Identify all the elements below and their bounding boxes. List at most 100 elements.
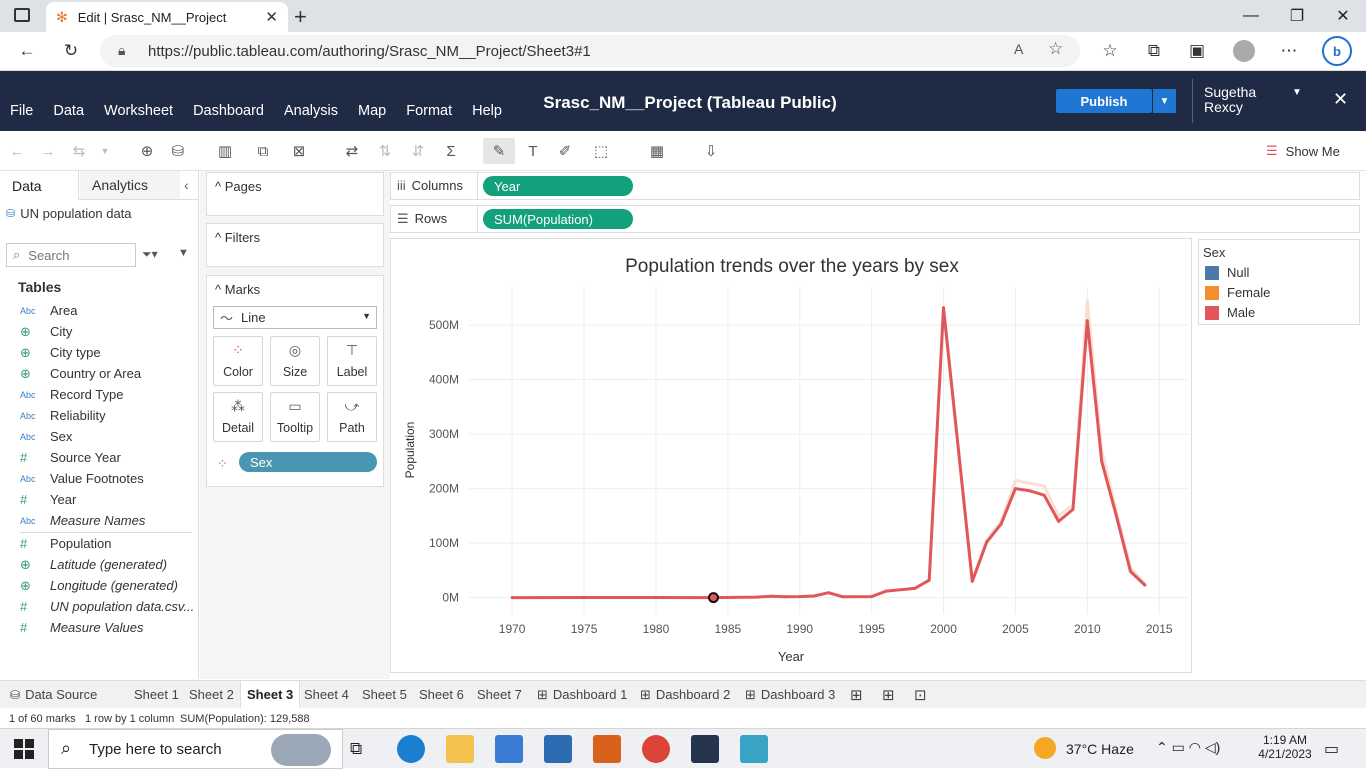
filters-card[interactable]: ^ Filters [206,223,384,267]
tab-dashboard-2[interactable]: ⊞ Dashboard 2 [640,681,730,708]
field-area[interactable]: Abc Area [0,300,199,321]
viz-area[interactable]: Population trends over the years by sex … [390,238,1192,673]
field-year[interactable]: # Year [0,489,199,510]
replay-dropdown-icon[interactable]: ▼ [100,146,110,156]
data-point[interactable] [870,595,874,599]
field-record-type[interactable]: Abc Record Type [0,384,199,405]
user-menu[interactable]: Sugetha Rexcy [1204,85,1256,115]
publish-button[interactable]: Publish [1056,89,1152,113]
field-population[interactable]: # Population [0,533,199,554]
new-worksheet-icon[interactable]: ▥ [217,143,233,160]
menu-format[interactable]: Format [406,103,453,119]
data-point[interactable] [827,591,830,595]
new-worksheet-tab-icon[interactable]: ⊞ [850,686,863,704]
data-point[interactable] [798,595,802,599]
field-latitude[interactable]: ⊕ Latitude (generated) [0,554,199,575]
tab-analytics[interactable]: Analytics [80,171,180,199]
field-count[interactable]: # UN population data.csv... [0,596,199,617]
data-point[interactable] [841,595,845,599]
series-lines[interactable] [510,299,1147,604]
task-view-icon[interactable]: ⧉ [350,739,363,758]
tab-sheet-7[interactable]: Sheet 7 [477,687,522,702]
redo-icon[interactable]: → [40,142,56,160]
data-point[interactable] [510,596,514,600]
data-point[interactable] [1057,514,1061,518]
restore-icon[interactable]: ❐ [1289,8,1305,25]
data-point[interactable] [1071,507,1075,511]
data-point[interactable] [769,594,773,598]
population-pill[interactable]: SUM(Population) [483,209,633,229]
data-point[interactable] [1042,484,1046,488]
menu-analysis[interactable]: Analysis [284,103,338,119]
sex-color-pill[interactable]: Sex [239,452,377,472]
new-tab-icon[interactable]: + [294,4,307,29]
highlight-icon[interactable]: ✎ [492,143,506,160]
tab-sheet-4[interactable]: Sheet 4 [304,687,349,702]
columns-shelf[interactable]: iii Columns Year [390,172,1360,200]
show-me-button[interactable]: ☰ Show Me [1266,143,1340,159]
data-point[interactable] [1028,489,1032,493]
data-point[interactable] [1085,299,1089,303]
more-menu-icon[interactable]: ⋯ [1280,41,1298,60]
data-point[interactable] [1057,519,1061,523]
new-story-tab-icon[interactable]: ⊡ [914,686,927,704]
data-point[interactable] [1085,319,1089,323]
favorite-star-icon[interactable]: ☆ [1048,39,1064,58]
profile-avatar[interactable] [1233,40,1255,62]
field-city-type[interactable]: ⊕ City type [0,342,199,363]
snowflake-app-icon[interactable] [740,735,768,763]
collections-icon[interactable]: ⧉ [1147,41,1161,60]
close-editor-icon[interactable]: ✕ [1333,89,1349,109]
windows-start-icon[interactable] [14,739,34,759]
extensions-icon[interactable]: ▣ [1188,41,1206,60]
field-sex[interactable]: Abc Sex [0,426,199,447]
close-tab-icon[interactable]: ✕ [265,9,278,26]
swap-icon[interactable]: ⇄ [345,143,359,160]
undo-icon[interactable]: ← [9,142,25,160]
tab-sheet-6[interactable]: Sheet 6 [419,687,464,702]
weather-icon[interactable] [1034,737,1056,759]
search-field[interactable]: ⌕ Search [6,243,136,267]
tab-dashboard-1[interactable]: ⊞ Dashboard 1 [537,681,627,708]
favorites-icon[interactable]: ☆ [1102,41,1118,60]
detail-button[interactable]: ⁂ Detail [213,392,263,442]
data-point[interactable] [985,540,989,544]
taskbar-search[interactable]: ⌕ Type here to search [48,729,343,769]
data-point[interactable] [1013,478,1017,482]
field-longitude[interactable]: ⊕ Longitude (generated) [0,575,199,596]
menu-worksheet[interactable]: Worksheet [104,103,174,119]
fit-icon[interactable]: ⬚ [593,143,609,160]
menu-file[interactable]: File [10,103,34,119]
field-measure-names[interactable]: Abc Measure Names [0,510,199,531]
clock[interactable]: 1:19 AM 4/21/2023 [1255,733,1315,761]
rows-shelf[interactable]: ☰ Rows SUM(Population) [390,205,1360,233]
series-line-male[interactable] [512,306,1146,600]
back-icon[interactable]: ← [18,41,36,60]
menu-map[interactable]: Map [358,103,387,119]
menu-help[interactable]: Help [472,103,502,119]
data-point[interactable] [1013,487,1017,491]
data-point[interactable] [927,578,931,582]
notifications-icon[interactable]: ▭ [1324,741,1340,758]
mail-icon[interactable] [544,735,572,763]
data-point[interactable] [783,595,787,599]
data-point[interactable] [999,522,1003,526]
data-point[interactable] [970,579,974,583]
datasource-item[interactable]: ⛁ UN population data [6,206,132,221]
bing-icon[interactable]: b [1322,36,1352,66]
close-window-icon[interactable]: ✕ [1336,8,1350,25]
totals-icon[interactable]: Σ [446,142,456,160]
size-button[interactable]: ◎ Size [270,336,320,386]
tab-sheet-1[interactable]: Sheet 1 [134,687,179,702]
tab-actions-icon[interactable] [14,8,30,22]
data-point[interactable] [654,596,658,600]
download-icon[interactable]: ⇩ [704,143,718,160]
media-icon[interactable] [593,735,621,763]
chrome-icon[interactable] [642,735,670,763]
labels-icon[interactable]: T [528,142,538,160]
store-icon[interactable] [495,735,523,763]
browser-tab[interactable]: ✻ Edit | Srasc_NM__Project ✕ [46,2,288,32]
lock-icon[interactable]: 🔒︎ [118,42,126,58]
mark-type-select[interactable]: 〜 Line ▼ [213,306,377,329]
color-button[interactable]: ⁘ Color [213,336,263,386]
